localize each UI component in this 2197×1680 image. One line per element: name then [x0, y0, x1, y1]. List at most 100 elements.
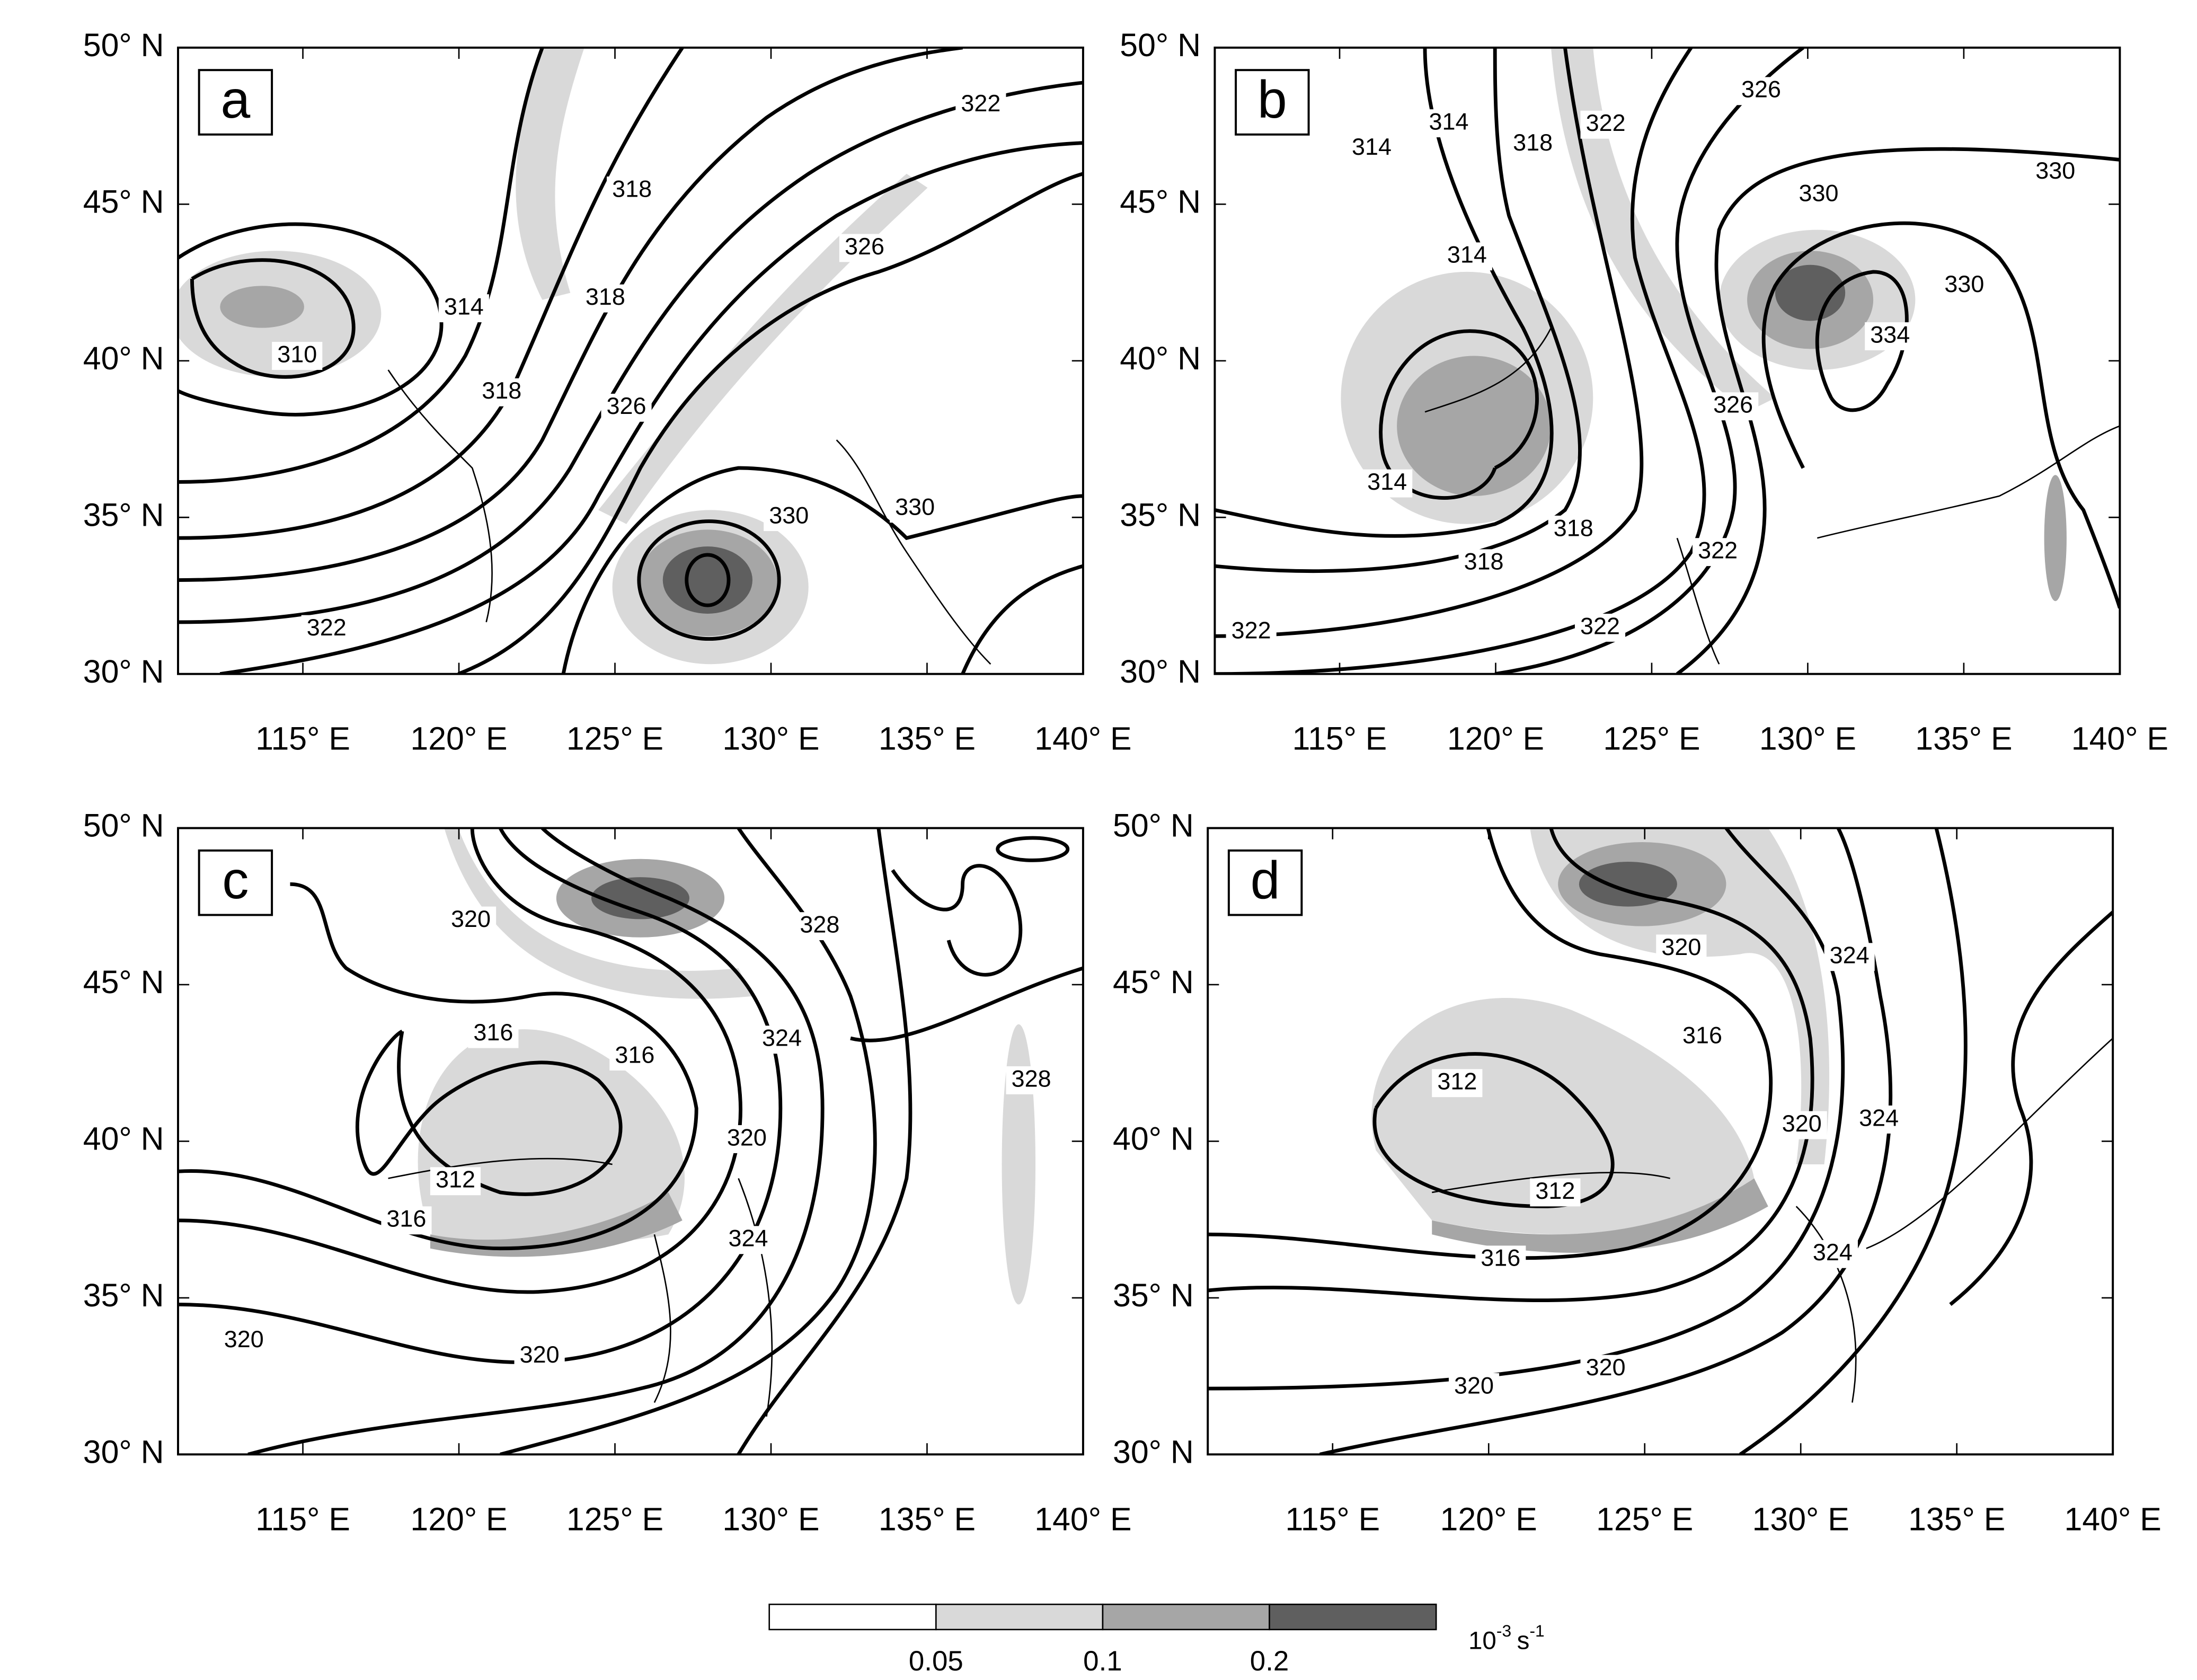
x-tick-label: 130° E: [722, 1501, 819, 1537]
contour-label: 318: [1554, 514, 1593, 541]
y-tick-label: 50° N: [83, 808, 164, 844]
contour-label-bg: [601, 393, 652, 422]
colorbar-unit: 10-3 s-1: [1468, 1621, 1545, 1655]
contour-label: 312: [1535, 1177, 1575, 1204]
contour-label-bg: [1448, 1373, 1500, 1401]
contour-label: 324: [1859, 1104, 1899, 1131]
panel: 320 324 316 312 324 320 312 316 324 320 320 50° N 45…: [1113, 808, 2161, 1537]
y-tick-label: 30° N: [83, 653, 164, 689]
contour-label: 326: [1741, 76, 1781, 103]
contour-label-bg: [430, 1167, 481, 1196]
panel: 326 322 314 314 318 330 330 314 334 330 326 314 318 3…: [1120, 27, 2168, 757]
contour-label: 320: [1661, 933, 1701, 960]
contour-label: 318: [612, 175, 652, 202]
contour-label: 320: [1782, 1110, 1822, 1137]
contour-label-bg: [756, 1025, 808, 1054]
panel-d-map: [1208, 828, 2113, 1455]
contour-label: 328: [800, 910, 839, 938]
x-tick-label: 115° E: [255, 721, 350, 757]
y-tick-label: 30° N: [1120, 653, 1201, 689]
y-tick-label: 35° N: [83, 1277, 164, 1313]
contour-label: 320: [1586, 1354, 1626, 1381]
colorbar-box: [1269, 1603, 1437, 1631]
y-tick-label: 50° N: [1120, 27, 1201, 63]
y-tick-label: 40° N: [83, 1120, 164, 1156]
x-tick-label: 115° E: [255, 1501, 350, 1537]
contour-label-bg: [476, 378, 527, 406]
contour-label-bg: [1548, 515, 1599, 544]
colorbar-box: [768, 1603, 937, 1631]
panel-label: d: [1251, 851, 1280, 910]
contour-label: 326: [607, 392, 646, 419]
contour-label-bg: [609, 1042, 660, 1071]
panel-label: c: [222, 851, 249, 910]
contour-label-bg: [1693, 538, 1743, 567]
contour-label: 322: [307, 614, 347, 641]
x-tick-label: 120° E: [1447, 721, 1544, 757]
contour-label-bg: [1346, 134, 1397, 163]
contour-label-bg: [1824, 943, 1875, 971]
x-tick-label: 135° E: [1908, 1501, 2005, 1537]
frames: 322 318 326 314 318 310 318 326 330 330 322 50° N 45…: [83, 27, 2168, 1537]
contour-label: 314: [444, 293, 484, 320]
contour-label: 320: [520, 1341, 560, 1368]
contour-label: 310: [277, 340, 317, 367]
x-tick-label: 120° E: [410, 1501, 507, 1537]
contour-label: 330: [895, 493, 935, 520]
x-tick-label: 130° E: [1752, 1501, 1849, 1537]
contour-label-bg: [272, 342, 323, 370]
contour-label-bg: [381, 1206, 432, 1235]
contour-label: 326: [1713, 391, 1753, 418]
contour-label-bg: [438, 294, 489, 323]
x-tick-label: 115° E: [1285, 1501, 1380, 1537]
contour-label-bg: [890, 494, 941, 523]
y-tick-label: 35° N: [1120, 497, 1201, 533]
contour-label: 324: [1830, 942, 1870, 969]
x-tick-label: 125° E: [566, 721, 663, 757]
contour-label: 324: [729, 1225, 768, 1252]
contour-label: 312: [1437, 1068, 1477, 1095]
contour-label-bg: [1530, 1178, 1581, 1207]
contour-label: 314: [1429, 108, 1468, 135]
panel-label-box: [1235, 69, 1310, 136]
contour-label-bg: [1475, 1245, 1526, 1274]
contour-label: 322: [961, 90, 1000, 117]
y-tick-label: 50° N: [1113, 808, 1194, 844]
contour-label: 316: [1481, 1244, 1520, 1271]
contour-label-bg: [1793, 181, 1844, 209]
contour-label-bg: [1508, 130, 1558, 158]
contour-label: 320: [451, 905, 491, 932]
contour-label: 318: [1513, 129, 1553, 156]
contour-label: 316: [1682, 1021, 1722, 1048]
y-tick-label: 30° N: [83, 1434, 164, 1470]
contour-label-bg: [1362, 469, 1413, 498]
contour-label-bg: [514, 1342, 565, 1370]
panel-c-map: [178, 828, 1083, 1455]
contour-label-bg: [2030, 158, 2081, 187]
contour-label: 318: [586, 283, 625, 310]
contour-label: 314: [1352, 133, 1392, 160]
contour-label-bg: [764, 503, 814, 532]
x-tick-label: 140° E: [1034, 721, 1131, 757]
contour-label-bg: [1708, 392, 1759, 421]
contour-label-bg: [1458, 549, 1509, 578]
panel: 322 318 326 314 318 310 318 326 330 330 322 50° N 45…: [83, 27, 1132, 757]
x-tick-label: 140° E: [2071, 721, 2168, 757]
x-tick-label: 125° E: [1603, 721, 1700, 757]
contour-label: 330: [2035, 157, 2075, 184]
x-tick-label: 135° E: [879, 1501, 976, 1537]
contour-label: 320: [727, 1124, 767, 1151]
panel-label-box: [198, 69, 273, 136]
contour-label: 320: [1454, 1372, 1494, 1399]
x-tick-label: 140° E: [2065, 1501, 2161, 1537]
y-tick-label: 45° N: [83, 964, 164, 1000]
y-tick-label: 30° N: [1113, 1434, 1194, 1470]
contour-label: 320: [224, 1325, 264, 1352]
x-tick-label: 130° E: [722, 721, 819, 757]
contour-label: 316: [615, 1041, 654, 1068]
contour-label: 324: [762, 1024, 802, 1051]
x-tick-label: 140° E: [1034, 1501, 1131, 1537]
y-tick-label: 50° N: [83, 27, 164, 63]
y-tick-label: 40° N: [1113, 1120, 1194, 1156]
contour-label-bg: [1574, 614, 1626, 642]
